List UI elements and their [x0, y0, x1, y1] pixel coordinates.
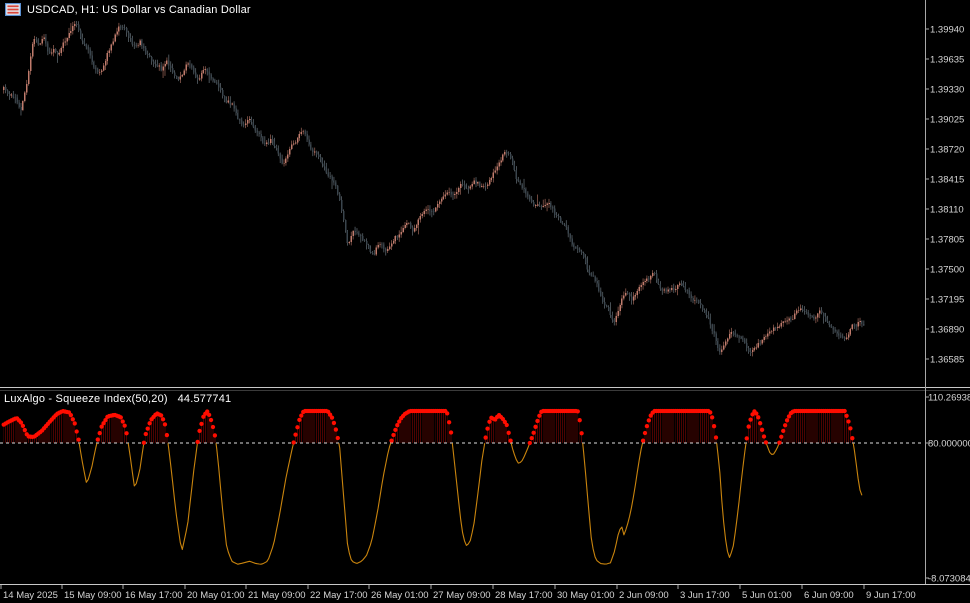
price-tick-label: 1.39940	[930, 24, 964, 35]
time-tick-label: 21 May 09:00	[248, 590, 306, 601]
indicator-name: LuxAlgo - Squeeze Index(50,20)	[4, 393, 168, 405]
price-tick-label: 1.39635	[930, 54, 964, 65]
time-tick-label: 14 May 2025	[3, 590, 58, 601]
price-axis[interactable]: 1.39940 1.39635 1.39330 1.39025 1.38720 1.384…	[925, 0, 964, 584]
price-tick-label: 1.39330	[930, 84, 964, 95]
indicator-scale-label: -8.073084	[928, 573, 970, 584]
indicator-scale-label: 80.000000	[928, 438, 970, 449]
time-tick-label: 5 Jun 01:00	[742, 590, 792, 601]
indicator-title: LuxAlgo - Squeeze Index(50,20) 44.577741	[4, 393, 231, 405]
chart-symbol-icon[interactable]	[4, 2, 22, 17]
price-tick-label: 1.38110	[930, 204, 964, 215]
panel-separators	[0, 387, 970, 585]
squeeze-dots	[1, 408, 855, 446]
time-tick-label: 28 May 17:00	[495, 590, 553, 601]
indicator-scale-label: 110.26938	[928, 392, 970, 403]
squeeze-hatch	[3, 412, 853, 444]
price-tick-label: 1.39025	[930, 114, 964, 125]
candlestick-chart	[3, 21, 865, 357]
price-tick-label: 1.38415	[930, 174, 964, 185]
time-tick-label: 27 May 09:00	[433, 590, 491, 601]
time-tick-label: 22 May 17:00	[310, 590, 368, 601]
chart-title: USDCAD, H1: US Dollar vs Canadian Dollar	[27, 3, 251, 16]
time-tick-label: 26 May 01:00	[371, 590, 429, 601]
indicator-value: 44.577741	[177, 393, 232, 405]
time-axis[interactable]: 14 May 2025 15 May 09:00 16 May 17:00 20 Ma…	[0, 585, 916, 601]
time-tick-label: 30 May 01:00	[557, 590, 615, 601]
time-tick-label: 6 Jun 09:00	[804, 590, 854, 601]
chart-title-bar: USDCAD, H1: US Dollar vs Canadian Dollar	[4, 2, 251, 17]
squeeze-line	[78, 442, 863, 565]
time-tick-label: 3 Jun 17:00	[680, 590, 730, 601]
price-tick-label: 1.38720	[930, 144, 964, 155]
price-tick-label: 1.36585	[930, 354, 964, 365]
price-tick-label: 1.37500	[930, 264, 964, 275]
time-tick-label: 20 May 01:00	[187, 590, 245, 601]
price-tick-label: 1.36890	[930, 324, 964, 335]
time-tick-label: 2 Jun 09:00	[619, 590, 669, 601]
time-tick-label: 15 May 09:00	[64, 590, 122, 601]
time-tick-label: 9 Jun 17:00	[866, 590, 916, 601]
price-tick-label: 1.37195	[930, 294, 964, 305]
time-tick-label: 16 May 17:00	[125, 590, 183, 601]
price-tick-label: 1.37805	[930, 234, 964, 245]
indicator-scale[interactable]: 110.26938 80.000000 -8.073084	[925, 392, 970, 584]
